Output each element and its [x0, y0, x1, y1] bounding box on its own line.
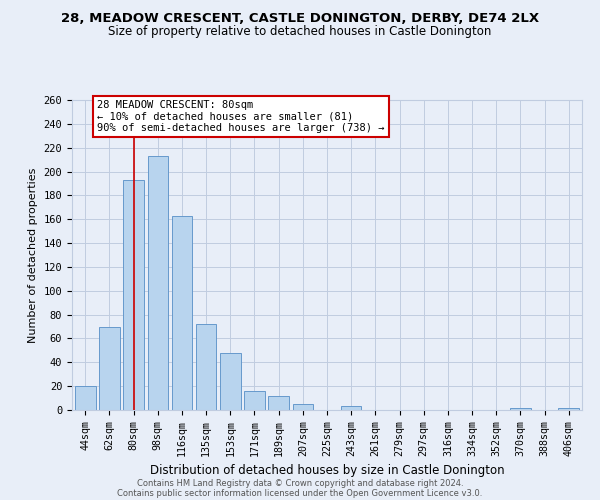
Bar	[293, 404, 313, 410]
Y-axis label: Number of detached properties: Number of detached properties	[28, 168, 38, 342]
Bar	[559, 408, 579, 410]
Text: Contains public sector information licensed under the Open Government Licence v3: Contains public sector information licen…	[118, 488, 482, 498]
Text: 28 MEADOW CRESCENT: 80sqm
← 10% of detached houses are smaller (81)
90% of semi-: 28 MEADOW CRESCENT: 80sqm ← 10% of detac…	[97, 100, 385, 133]
Bar	[510, 408, 530, 410]
Text: Size of property relative to detached houses in Castle Donington: Size of property relative to detached ho…	[109, 25, 491, 38]
Bar	[220, 353, 241, 410]
Bar	[75, 386, 95, 410]
Bar	[99, 326, 120, 410]
Bar	[172, 216, 192, 410]
Bar	[268, 396, 289, 410]
Bar	[244, 391, 265, 410]
X-axis label: Distribution of detached houses by size in Castle Donington: Distribution of detached houses by size …	[149, 464, 505, 477]
Bar	[196, 324, 217, 410]
Bar	[148, 156, 168, 410]
Text: 28, MEADOW CRESCENT, CASTLE DONINGTON, DERBY, DE74 2LX: 28, MEADOW CRESCENT, CASTLE DONINGTON, D…	[61, 12, 539, 26]
Bar	[124, 180, 144, 410]
Bar	[341, 406, 361, 410]
Text: Contains HM Land Registry data © Crown copyright and database right 2024.: Contains HM Land Registry data © Crown c…	[137, 478, 463, 488]
